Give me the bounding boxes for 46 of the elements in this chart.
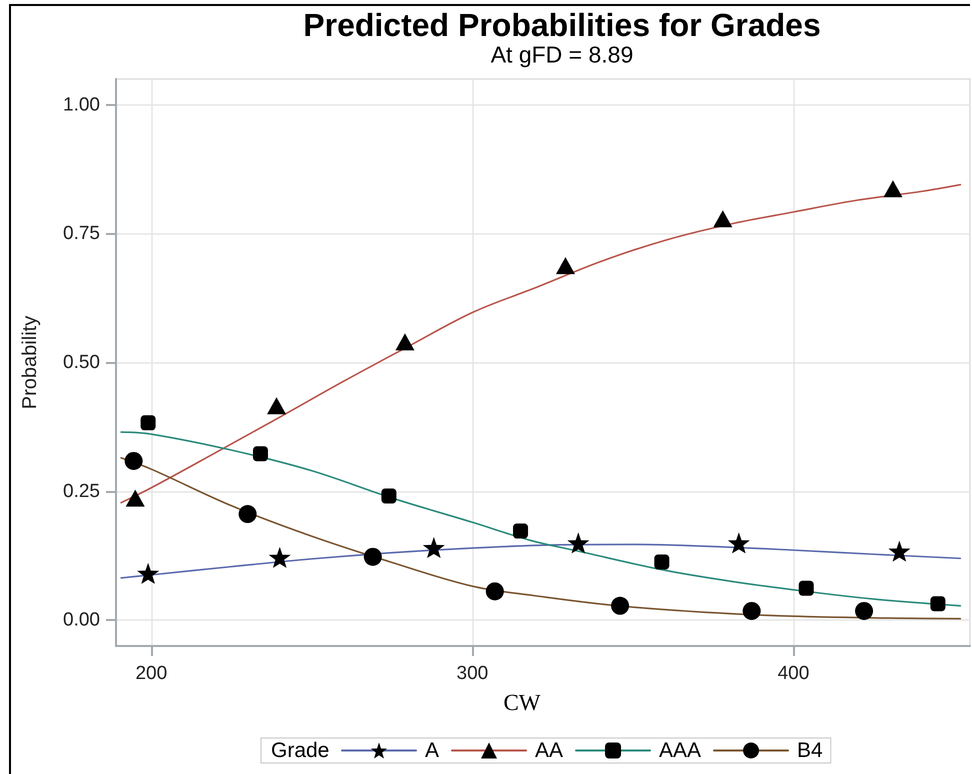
y-tick-label: 1.00 [63,94,100,116]
x-axis-title: CW [503,690,541,715]
x-tick-label: 300 [456,663,488,684]
point [930,596,946,612]
point [268,546,291,568]
point [422,537,445,558]
point [238,505,257,524]
point [486,582,504,600]
y-tick-label: 0.75 [63,223,100,244]
point [137,562,160,584]
point [654,554,670,570]
legend-label: AA [535,739,564,762]
point [126,490,145,507]
point [556,257,575,274]
point [798,580,814,596]
y-tick-label: 0.00 [63,610,100,631]
point [742,602,761,620]
point [124,452,143,470]
point [883,180,902,198]
point [713,210,732,228]
legend-label: A [425,739,440,762]
point [381,488,396,504]
point [513,524,528,539]
point [728,532,750,554]
line-series [120,184,962,504]
point [364,548,382,566]
y-tick-label: 0.25 [63,480,100,502]
y-tick-label: 0.50 [63,352,100,373]
line-series [120,431,962,607]
x-tick-label: 400 [778,663,810,684]
point [252,446,268,462]
x-tick-label: 200 [135,663,168,684]
point [611,596,630,615]
legend-title: Grade [271,739,330,762]
point [855,602,874,620]
point [140,415,156,430]
legend-label: AAA [659,739,702,762]
y-axis-title: Probability [19,316,41,410]
line-series [120,457,962,620]
point [267,397,286,414]
chart-subtitle: At gFD = 8.89 [490,42,634,68]
point [888,540,910,562]
point [567,532,590,554]
legend-label: B4 [797,739,824,762]
point [395,333,414,350]
chart-title: Predicted Probabilities for Grades [303,7,821,43]
